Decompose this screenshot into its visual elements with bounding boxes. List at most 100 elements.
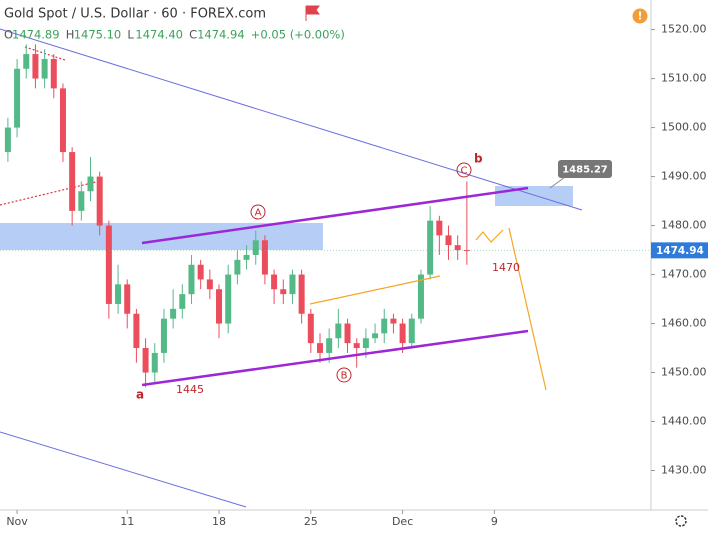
candle-body	[115, 284, 122, 304]
candle-body	[372, 333, 379, 339]
zone	[0, 223, 323, 250]
ohlc-value: 1474.40	[135, 28, 183, 42]
y-tick-label: 1520.00	[661, 23, 707, 36]
callout-box	[558, 160, 612, 178]
last-price-tag	[651, 242, 708, 259]
candle-body	[206, 279, 213, 290]
candle-body	[344, 323, 351, 344]
x-tick-label: Dec	[392, 515, 413, 528]
y-tick-label: 1490.00	[661, 170, 707, 183]
candle-body	[362, 338, 369, 349]
x-tick-label: 25	[304, 515, 318, 528]
flag-icon	[305, 5, 320, 21]
candle-body	[353, 343, 360, 349]
y-tick-label: 1450.00	[661, 366, 707, 379]
orange-line	[309, 275, 441, 305]
candle-body	[408, 318, 415, 344]
ohlc-value: 1474.89	[12, 28, 60, 42]
ohlc-label: L	[127, 28, 134, 42]
y-tick-label: 1430.00	[661, 464, 707, 477]
candle-body	[4, 127, 11, 153]
candle-body	[179, 294, 186, 309]
projection	[475, 229, 504, 243]
wave-label: C	[461, 166, 468, 177]
wave-circle	[456, 162, 472, 178]
channel-line	[141, 186, 529, 245]
candle-body	[381, 318, 388, 334]
candle-body	[142, 348, 149, 373]
candle-body	[454, 245, 461, 251]
candle-body	[170, 308, 177, 319]
candle-body	[225, 274, 232, 324]
level-label: 1445	[176, 383, 204, 396]
wave-label: A	[255, 208, 262, 219]
trend-line	[0, 431, 247, 508]
candle-body	[390, 318, 397, 324]
candle-body	[271, 274, 278, 290]
candle-body	[197, 264, 204, 280]
drawings	[0, 28, 583, 508]
candle-body	[445, 235, 452, 246]
y-tick-label: 1470.00	[661, 268, 707, 281]
candle-body	[280, 289, 287, 295]
y-tick-label: 1500.00	[661, 121, 707, 134]
candle-body	[289, 274, 296, 295]
wave-circle	[336, 367, 352, 383]
candle-body	[399, 323, 406, 344]
price-axis	[651, 0, 708, 533]
plot-area	[0, 44, 651, 388]
candle-body	[463, 250, 470, 252]
candle-body	[216, 289, 223, 324]
x-tick-label: 11	[120, 515, 134, 528]
candle-body	[335, 323, 342, 339]
candle-body	[69, 152, 76, 211]
candle-body	[188, 264, 195, 295]
ohlc-change: +0.05 (+0.00%)	[251, 28, 345, 42]
candle-body	[316, 343, 323, 353]
candle-body	[243, 254, 250, 260]
y-tick-label: 1480.00	[661, 219, 707, 232]
last-price-label: 1474.94	[656, 245, 704, 257]
axes: 1430.00 1440.00 1450.00 1460.00 1470.00 1480.…	[6, 23, 708, 528]
candle-body	[23, 54, 30, 69]
candle-body	[160, 318, 167, 353]
candle-body	[252, 240, 259, 255]
candle-body	[326, 338, 333, 353]
candle-body	[50, 58, 57, 89]
settings-icon[interactable]	[675, 515, 687, 527]
candle-body	[124, 284, 131, 314]
candle-body	[261, 240, 268, 275]
y-tick-label: 1440.00	[661, 415, 707, 428]
x-tick-label: 9	[491, 515, 498, 528]
candle-body	[14, 68, 21, 128]
zone	[495, 186, 573, 206]
level-label: 1470	[492, 261, 520, 274]
y-tick-label: 1460.00	[661, 317, 707, 330]
x-tick-label: 18	[212, 515, 226, 528]
channel-line	[141, 329, 529, 387]
ohlc-label: H	[66, 28, 75, 42]
candle-body	[234, 259, 241, 275]
dotted-line	[0, 180, 101, 206]
candle-body	[87, 176, 94, 192]
time-axis	[0, 510, 708, 533]
candle-body	[59, 88, 66, 153]
candle-body	[298, 274, 305, 314]
candle-body	[78, 191, 85, 211]
candle-body	[427, 220, 434, 275]
trend-line	[0, 28, 583, 211]
ohlc-label: O	[4, 28, 13, 42]
candle-body	[32, 54, 39, 79]
ohlc-value: 1475.10	[74, 28, 122, 42]
candle-body	[96, 176, 103, 226]
candle-body	[41, 58, 48, 79]
callout-text: 1485.27	[562, 165, 608, 176]
alert-icon[interactable]	[632, 8, 648, 24]
drawings: 1485.27 A B C b a 1445 1470	[136, 152, 612, 402]
wave-circle	[250, 204, 266, 220]
y-tick-label: 1510.00	[661, 72, 707, 85]
alert-mark: !	[637, 10, 642, 23]
ohlc-value: 1474.94	[197, 28, 245, 42]
candle-body	[151, 352, 158, 373]
